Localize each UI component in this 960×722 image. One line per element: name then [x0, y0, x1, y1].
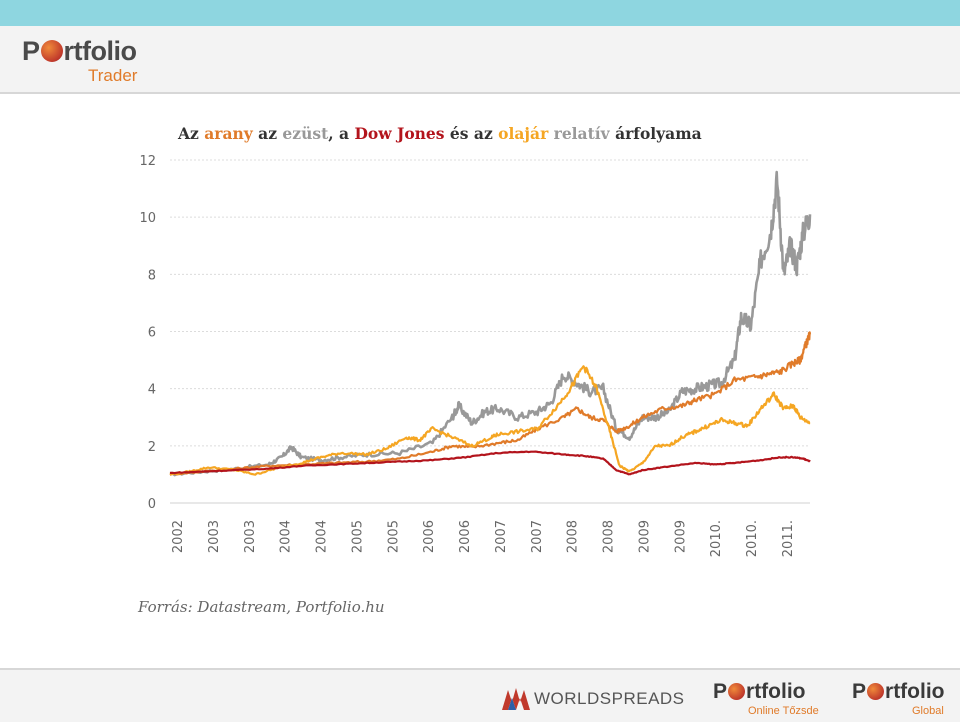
- x-tick-label: 2003: [243, 520, 258, 553]
- chart-title-part: relatív: [548, 124, 610, 143]
- chart-title-part: ezüst: [282, 124, 329, 143]
- y-tick-label: 12: [139, 154, 156, 169]
- logo-letter: P: [713, 680, 728, 703]
- series-line-olajár: [169, 365, 811, 476]
- x-tick-label: 2005: [350, 520, 365, 553]
- globe-icon: [728, 683, 746, 700]
- chart-title-part: Az: [178, 124, 205, 143]
- logo-text: rtfolio: [746, 680, 806, 703]
- x-tick-label: 2011.: [781, 520, 796, 557]
- x-tick-label: 2004: [315, 520, 330, 553]
- chart-title-part: Dow Jones: [354, 124, 445, 143]
- y-tick-label: 4: [148, 383, 156, 398]
- globe-icon: [40, 40, 63, 62]
- x-tick-label: 2007: [494, 520, 509, 553]
- x-tick-label: 2010.: [709, 520, 724, 557]
- series-line-arany: [169, 331, 812, 476]
- top-accent-bar: [0, 0, 960, 26]
- chart-title-part: arany: [204, 124, 253, 143]
- x-tick-label: 2003: [207, 520, 222, 553]
- x-tick-label: 2008: [566, 520, 581, 553]
- sponsor-name: WORLDSPREADS: [534, 689, 685, 708]
- x-tick-label: 2005: [386, 520, 401, 553]
- logo-text: rtfolio: [63, 36, 137, 66]
- chart-source: Forrás: Datastream, Portfolio.hu: [138, 598, 385, 616]
- chart-title-part: , a: [328, 124, 355, 143]
- worldspreads-logo[interactable]: WORLDSPREADS: [500, 684, 684, 714]
- y-tick-label: 6: [148, 326, 156, 341]
- y-tick-label: 10: [139, 211, 156, 226]
- portfolio-online-subtitle: Online Tőzsde: [748, 705, 819, 717]
- x-tick-label: 2010.: [745, 520, 760, 557]
- logo-text: rtfolio: [885, 680, 945, 703]
- y-tick-label: 8: [148, 268, 156, 283]
- x-tick-label: 2006: [422, 520, 437, 553]
- x-tick-label: 2009: [637, 520, 652, 553]
- series-line-dow-jones: [169, 450, 811, 476]
- portfolio-global-subtitle: Global: [912, 705, 944, 717]
- x-tick-label: 2007: [530, 520, 545, 553]
- y-tick-label: 2: [148, 440, 156, 455]
- x-tick-label: 2004: [279, 520, 294, 553]
- x-tick-label: 2002: [171, 520, 186, 553]
- chart-title: Az arany az ezüst, a Dow Jones és az ola…: [178, 124, 702, 143]
- logo-letter: P: [22, 36, 40, 66]
- chart-title-part: olajár: [498, 124, 549, 143]
- y-tick-label: 0: [148, 497, 156, 512]
- logo-letter: P: [852, 680, 867, 703]
- x-tick-label: 2006: [458, 520, 473, 553]
- logo-subtitle: Trader: [88, 66, 138, 85]
- series-line-ezüst: [169, 170, 812, 477]
- x-tick-label: 2008: [602, 520, 617, 553]
- chart-title-part: és az: [444, 124, 499, 143]
- worldspreads-icon: [502, 688, 530, 710]
- globe-icon: [867, 683, 885, 700]
- x-tick-label: 2009: [673, 520, 688, 553]
- chart-title-part: árfolyama: [609, 124, 702, 143]
- chart-title-part: az: [252, 124, 283, 143]
